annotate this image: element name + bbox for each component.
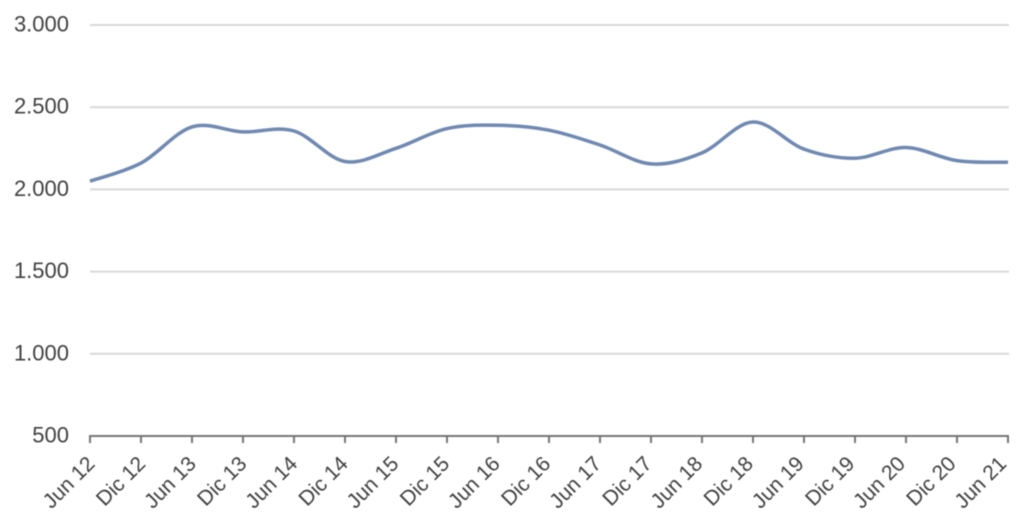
svg-text:3.000: 3.000 xyxy=(14,12,69,37)
svg-text:2.000: 2.000 xyxy=(14,176,69,201)
svg-text:1.000: 1.000 xyxy=(14,340,69,365)
svg-text:500: 500 xyxy=(32,423,69,448)
svg-text:2.500: 2.500 xyxy=(14,94,69,119)
svg-text:1.500: 1.500 xyxy=(14,258,69,283)
